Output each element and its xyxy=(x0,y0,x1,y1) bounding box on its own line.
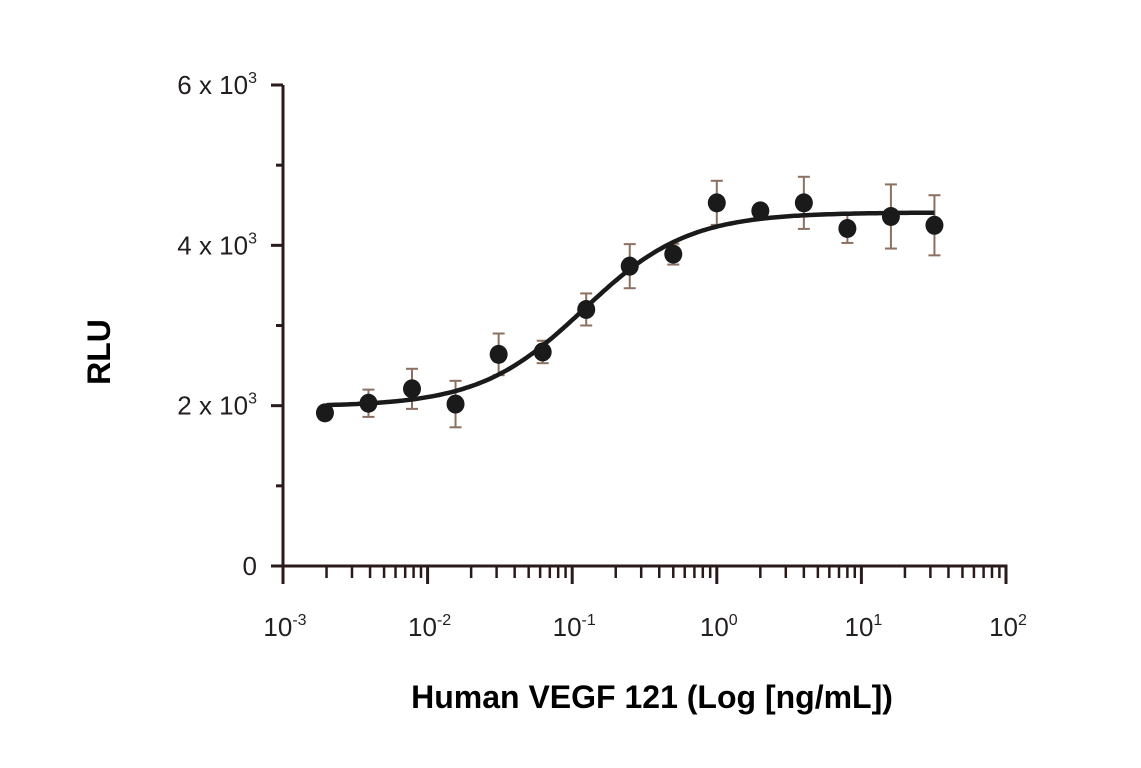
y-axis-title: RLU xyxy=(81,319,117,385)
x-tick-label: 10-2 xyxy=(408,612,451,642)
data-point xyxy=(315,403,334,423)
fit-curve xyxy=(326,210,935,408)
data-point xyxy=(838,218,857,238)
axes: 0 2 x 103 4 x 103 6 x 103 10-3 10-2 10-1 100 101… xyxy=(177,70,1027,642)
data-point xyxy=(577,299,596,319)
x-tick-label: 101 xyxy=(844,612,882,642)
y-tick-label: 6 x 103 xyxy=(177,70,257,100)
data-point xyxy=(707,193,726,213)
data-point xyxy=(881,206,900,226)
data-point xyxy=(359,393,378,413)
x-tick-label: 10-1 xyxy=(553,612,596,642)
x-tick-label: 102 xyxy=(989,612,1027,642)
x-tick-label: 10-3 xyxy=(263,612,306,642)
y-tick-label: 2 x 103 xyxy=(177,391,257,421)
data-point xyxy=(925,215,944,235)
data-point xyxy=(489,344,508,364)
data-point xyxy=(402,379,421,399)
data-point xyxy=(533,342,552,362)
data-points xyxy=(315,193,944,423)
data-point xyxy=(446,394,465,414)
y-tick-label: 0 xyxy=(243,551,257,581)
data-point xyxy=(751,201,770,221)
x-axis-title: Human VEGF 121 (Log [ng/mL]) xyxy=(411,679,893,715)
data-point xyxy=(664,244,683,264)
x-tick-label: 100 xyxy=(700,612,738,642)
y-tick-label: 4 x 103 xyxy=(177,230,257,260)
data-point xyxy=(794,193,813,213)
data-point xyxy=(620,256,639,276)
